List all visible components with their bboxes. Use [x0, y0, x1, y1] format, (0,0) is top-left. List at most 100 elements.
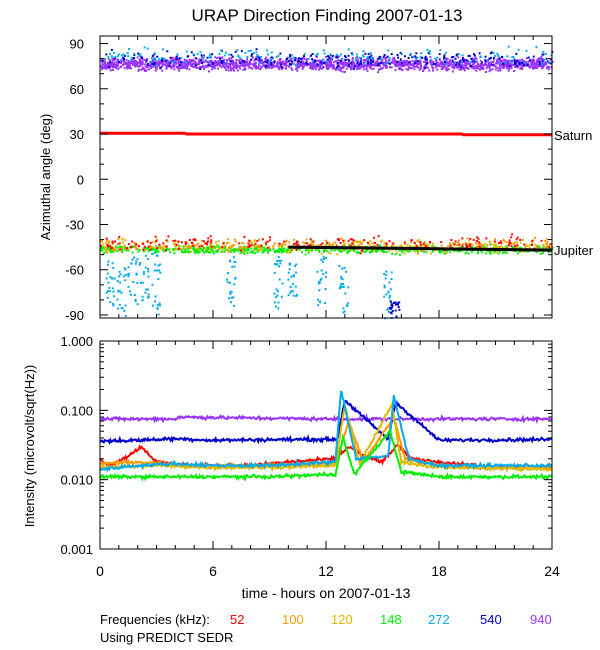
scatter-point: [208, 251, 210, 254]
scatter-point: [325, 250, 328, 253]
scatter-point: [246, 62, 248, 65]
scatter-point: [424, 57, 427, 60]
scatter-point: [226, 59, 229, 62]
scatter-point: [493, 58, 495, 61]
scatter-point: [345, 63, 348, 66]
scatter-point: [521, 239, 524, 241]
scatter-point: [333, 241, 336, 244]
scatter-point: [329, 53, 332, 56]
scatter-point: [331, 65, 334, 68]
scatter-point: [456, 61, 459, 64]
streak-point: [229, 291, 232, 294]
scatter-point: [538, 61, 541, 64]
scatter-point: [145, 59, 148, 62]
y-tick-label: 60: [70, 82, 84, 97]
scatter-point: [369, 61, 371, 64]
scatter-point: [399, 51, 402, 54]
scatter-point: [440, 63, 443, 66]
scatter-point: [340, 59, 343, 62]
scatter-point: [391, 58, 394, 61]
scatter-point: [378, 68, 380, 71]
scatter-point: [505, 241, 508, 244]
scatter-point: [370, 56, 373, 59]
streak-point: [154, 263, 157, 266]
scatter-point: [224, 66, 227, 69]
scatter-point: [546, 250, 549, 253]
scatter-point: [446, 68, 449, 71]
scatter-point: [202, 57, 204, 60]
scatter-point: [143, 46, 146, 49]
scatter-point: [479, 243, 482, 245]
scatter-point: [302, 241, 305, 244]
scatter-point: [407, 65, 410, 68]
scatter-point: [197, 63, 200, 66]
scatter-point: [477, 62, 479, 65]
scatter-point: [366, 69, 369, 72]
scatter-point: [325, 55, 327, 58]
scatter-point: [530, 59, 533, 62]
scatter-point: [340, 60, 343, 63]
scatter-point: [523, 61, 526, 64]
scatter-point: [210, 61, 213, 64]
scatter-point: [335, 60, 338, 63]
scatter-point: [315, 54, 318, 56]
scatter-point: [240, 249, 242, 252]
scatter-point: [136, 65, 139, 68]
streak-point: [317, 304, 320, 307]
scatter-point: [265, 243, 268, 246]
scatter-point: [267, 53, 269, 56]
scatter-point: [155, 67, 158, 70]
scatter-point: [169, 60, 172, 63]
scatter-point: [439, 250, 442, 253]
scatter-point: [443, 64, 446, 67]
scatter-point: [484, 242, 487, 245]
scatter-point: [142, 242, 145, 245]
scatter-point: [541, 53, 544, 56]
scatter-point: [114, 240, 116, 243]
scatter-point: [273, 65, 276, 68]
scatter-point: [110, 250, 113, 253]
streak-point: [157, 264, 160, 267]
scatter-point: [431, 66, 434, 69]
scatter-point: [311, 58, 314, 61]
scatter-point: [386, 61, 389, 64]
scatter-point: [522, 59, 525, 62]
scatter-point: [256, 66, 259, 68]
scatter-point: [319, 64, 322, 67]
scatter-point: [331, 56, 334, 59]
streak-point: [288, 268, 291, 271]
streak-point: [153, 252, 156, 255]
scatter-point: [280, 246, 283, 249]
scatter-point: [505, 245, 508, 248]
scatter-point: [461, 243, 464, 245]
scatter-point: [341, 67, 344, 69]
scatter-point: [429, 241, 431, 243]
streak-point: [397, 306, 400, 308]
scatter-point: [419, 243, 422, 246]
scatter-point: [430, 252, 432, 255]
scatter-point: [541, 58, 544, 60]
scatter-point: [407, 250, 410, 253]
scatter-point: [254, 62, 257, 65]
scatter-point: [289, 55, 291, 58]
scatter-point: [524, 63, 527, 66]
scatter-point: [247, 246, 250, 249]
scatter-point: [146, 248, 149, 251]
scatter-point: [158, 247, 161, 250]
scatter-point: [510, 245, 513, 248]
scatter-point: [101, 63, 104, 66]
scatter-point: [545, 242, 547, 245]
scatter-point: [198, 61, 201, 64]
streak-point: [134, 298, 137, 301]
scatter-point: [195, 62, 198, 65]
scatter-point: [110, 48, 113, 51]
scatter-point: [290, 67, 293, 70]
scatter-point: [109, 69, 112, 72]
x-tick-label: 12: [318, 563, 334, 579]
scatter-point: [401, 249, 404, 251]
scatter-point: [473, 62, 476, 65]
scatter-point: [108, 240, 111, 243]
scatter-point: [137, 52, 140, 55]
scatter-point: [533, 65, 536, 68]
